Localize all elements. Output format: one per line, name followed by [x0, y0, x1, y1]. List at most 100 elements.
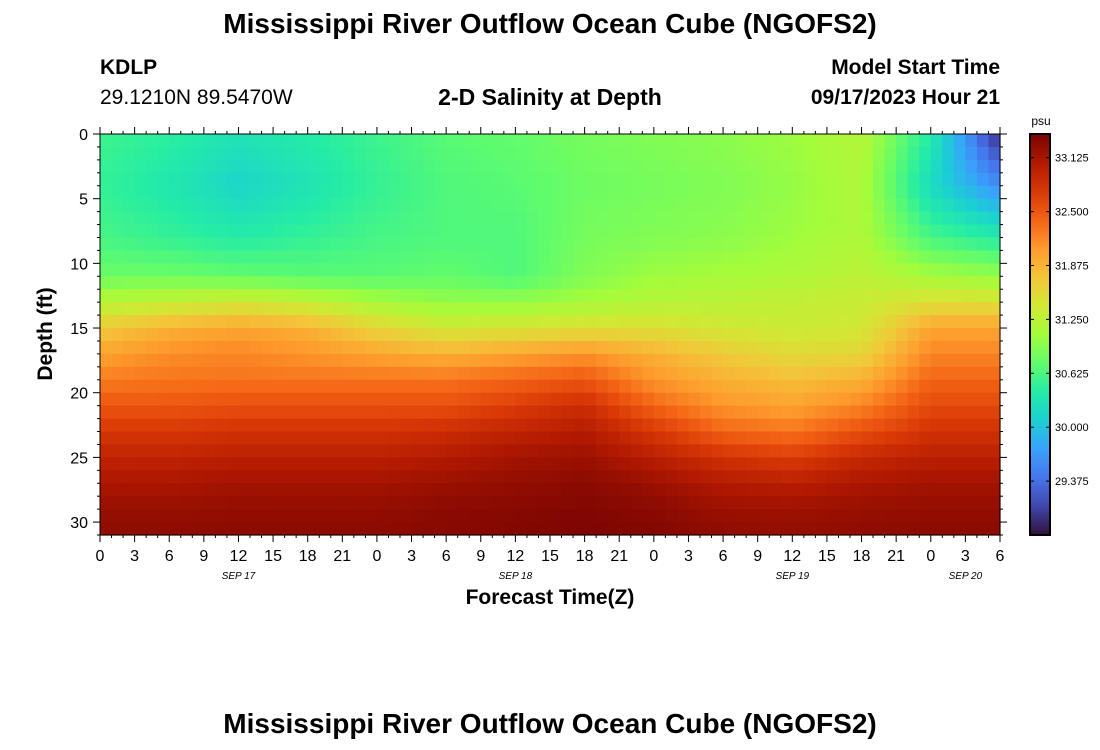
- heatmap-cell: [642, 276, 655, 290]
- heatmap-cell: [884, 185, 897, 200]
- heatmap-cell: [492, 509, 505, 523]
- heatmap-cell: [342, 509, 355, 523]
- heatmap-cell: [203, 457, 216, 471]
- heatmap-cell: [457, 198, 470, 213]
- heatmap-cell: [273, 418, 286, 433]
- heatmap-cell: [561, 340, 574, 355]
- heatmap-cell: [538, 172, 551, 187]
- heatmap-cell: [676, 431, 690, 446]
- heatmap-cell: [400, 328, 413, 342]
- heatmap-cell: [434, 509, 447, 523]
- heatmap-cell: [284, 146, 297, 161]
- heatmap-cell: [411, 134, 424, 148]
- heatmap-cell: [457, 237, 470, 252]
- heatmap-cell: [700, 431, 713, 446]
- heatmap-cell: [688, 302, 701, 316]
- heatmap-cell: [123, 522, 136, 536]
- heatmap-cell: [123, 250, 136, 264]
- heatmap-cell: [307, 353, 320, 368]
- heatmap-cell: [907, 457, 920, 471]
- heatmap-cell: [723, 224, 736, 239]
- heatmap-cell: [423, 172, 436, 187]
- heatmap-cell: [273, 134, 286, 148]
- heatmap-cell: [503, 366, 516, 381]
- heatmap-cell: [330, 276, 343, 290]
- heatmap-cell: [480, 302, 493, 316]
- heatmap-cell: [861, 418, 874, 433]
- heatmap-cell: [700, 392, 713, 407]
- heatmap-cell: [757, 146, 770, 161]
- heatmap-cell: [746, 302, 759, 316]
- chart-subtitle: 2-D Salinity at Depth: [438, 84, 662, 110]
- heatmap-cell: [653, 302, 666, 316]
- heatmap-cell: [861, 340, 874, 355]
- heatmap-cell: [930, 159, 943, 174]
- heatmap-cell: [665, 470, 678, 484]
- heatmap-cell: [723, 315, 736, 329]
- heatmap-cell: [792, 431, 805, 446]
- heatmap-cell: [250, 509, 263, 523]
- heatmap-cell: [746, 509, 759, 523]
- heatmap-cell: [815, 405, 828, 420]
- station-id: KDLP: [100, 56, 158, 79]
- heatmap-cell: [930, 444, 943, 458]
- heatmap-cell: [988, 211, 1001, 226]
- x-tick-label: 0: [649, 548, 658, 565]
- heatmap-cell: [792, 483, 805, 497]
- heatmap-cell: [584, 457, 597, 471]
- heatmap-cell: [365, 431, 378, 446]
- heatmap-cell: [826, 457, 840, 471]
- heatmap-cell: [873, 328, 886, 342]
- heatmap-cell: [434, 340, 447, 355]
- heatmap-cell: [480, 159, 493, 174]
- heatmap-cell: [838, 172, 851, 187]
- heatmap-cell: [942, 366, 955, 381]
- heatmap-cell: [953, 444, 966, 458]
- heatmap-cell: [307, 159, 320, 174]
- heatmap-cell: [238, 496, 251, 510]
- heatmap-cell: [826, 289, 840, 303]
- heatmap-cell: [653, 250, 666, 264]
- heatmap-cell: [619, 444, 632, 458]
- heatmap-cell: [203, 263, 216, 277]
- heatmap-cell: [538, 340, 551, 355]
- heatmap-cell: [884, 457, 897, 471]
- heatmap-cell: [469, 366, 482, 381]
- heatmap-cell: [792, 289, 805, 303]
- heatmap-cell: [942, 328, 955, 342]
- heatmap-cell: [226, 263, 240, 277]
- heatmap-cell: [261, 172, 274, 187]
- heatmap-cell: [607, 172, 620, 187]
- heatmap-cell: [192, 392, 205, 407]
- heatmap-cell: [226, 353, 240, 368]
- heatmap-cell: [861, 315, 874, 329]
- heatmap-cell: [446, 276, 459, 290]
- heatmap-cell: [746, 366, 759, 381]
- heatmap-cell: [988, 470, 1001, 484]
- heatmap-cell: [780, 328, 793, 342]
- heatmap-cell: [146, 315, 159, 329]
- heatmap-cell: [780, 457, 793, 471]
- heatmap-cell: [319, 496, 332, 510]
- heatmap-cell: [584, 496, 597, 510]
- heatmap-cell: [688, 392, 701, 407]
- heatmap-cell: [630, 134, 643, 148]
- heatmap-cell: [700, 522, 713, 536]
- heatmap-cell: [503, 302, 516, 316]
- heatmap-cell: [573, 418, 586, 433]
- heatmap-cell: [930, 211, 943, 226]
- heatmap-cell: [515, 289, 528, 303]
- heatmap-cell: [169, 289, 182, 303]
- heatmap-cell: [215, 211, 228, 226]
- heatmap-cell: [769, 496, 782, 510]
- heatmap-cell: [734, 522, 747, 536]
- heatmap-cell: [434, 302, 447, 316]
- heatmap-cell: [411, 509, 424, 523]
- heatmap-cell: [526, 522, 540, 536]
- heatmap-cell: [930, 496, 943, 510]
- heatmap-cell: [873, 379, 886, 394]
- heatmap-cell: [526, 263, 540, 277]
- heatmap-cell: [226, 509, 240, 523]
- heatmap-cell: [573, 483, 586, 497]
- heatmap-cell: [526, 185, 540, 200]
